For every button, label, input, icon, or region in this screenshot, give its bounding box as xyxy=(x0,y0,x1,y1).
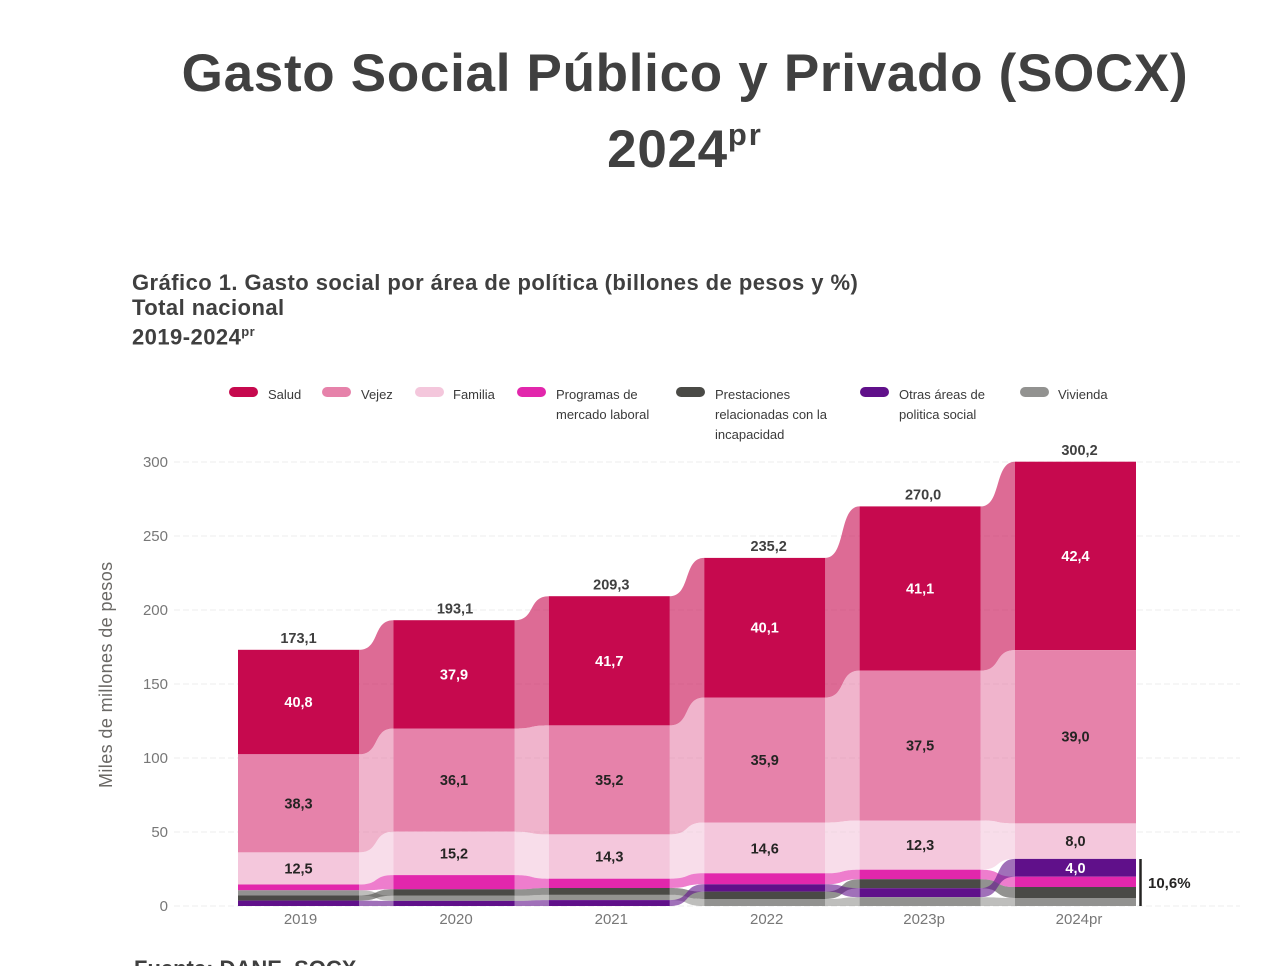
svg-text:42,4: 42,4 xyxy=(1061,549,1089,565)
svg-text:2024pr: 2024pr xyxy=(1056,911,1103,928)
svg-text:2022: 2022 xyxy=(750,911,783,928)
svg-text:235,2: 235,2 xyxy=(751,539,787,555)
svg-text:300: 300 xyxy=(143,454,168,471)
svg-text:37,5: 37,5 xyxy=(906,739,934,755)
svg-text:14,6: 14,6 xyxy=(751,841,779,857)
svg-text:35,9: 35,9 xyxy=(751,753,779,769)
svg-text:209,3: 209,3 xyxy=(593,577,629,593)
svg-text:193,1: 193,1 xyxy=(437,601,473,617)
svg-text:35,2: 35,2 xyxy=(595,773,623,789)
svg-text:41,1: 41,1 xyxy=(906,582,934,598)
svg-text:12,5: 12,5 xyxy=(284,862,312,878)
svg-text:250: 250 xyxy=(143,528,168,545)
svg-text:37,9: 37,9 xyxy=(440,667,468,683)
svg-text:14,3: 14,3 xyxy=(595,850,623,866)
svg-text:40,1: 40,1 xyxy=(751,621,779,637)
svg-text:100: 100 xyxy=(143,750,168,767)
svg-text:270,0: 270,0 xyxy=(905,488,941,504)
svg-text:40,8: 40,8 xyxy=(284,695,312,711)
svg-text:41,7: 41,7 xyxy=(595,654,623,670)
svg-text:0: 0 xyxy=(160,898,168,915)
svg-text:4,0: 4,0 xyxy=(1065,861,1085,877)
svg-text:2023p: 2023p xyxy=(903,911,945,928)
svg-text:2019: 2019 xyxy=(284,911,317,928)
svg-text:173,1: 173,1 xyxy=(280,631,316,647)
svg-text:300,2: 300,2 xyxy=(1061,443,1097,459)
svg-text:10,6%: 10,6% xyxy=(1148,875,1191,892)
svg-text:36,1: 36,1 xyxy=(440,773,468,789)
svg-text:38,3: 38,3 xyxy=(284,796,312,812)
svg-text:150: 150 xyxy=(143,676,168,693)
svg-text:12,3: 12,3 xyxy=(906,838,934,854)
svg-text:50: 50 xyxy=(151,824,168,841)
svg-text:2020: 2020 xyxy=(439,911,472,928)
svg-text:200: 200 xyxy=(143,602,168,619)
svg-text:15,2: 15,2 xyxy=(440,846,468,862)
svg-text:2021: 2021 xyxy=(595,911,628,928)
svg-text:39,0: 39,0 xyxy=(1061,730,1089,746)
svg-text:8,0: 8,0 xyxy=(1065,834,1085,850)
